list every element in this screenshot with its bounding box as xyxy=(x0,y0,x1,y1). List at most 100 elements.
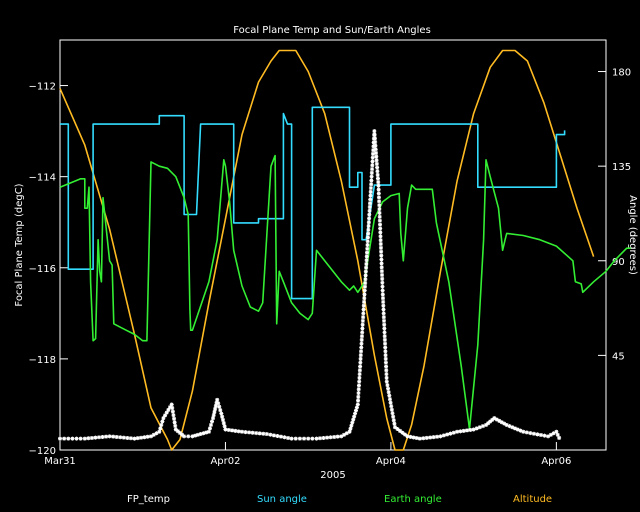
fp-temp-point xyxy=(471,427,476,432)
fp-temp-point xyxy=(400,430,405,435)
fp-temp-point xyxy=(135,436,140,441)
fp-temp-point xyxy=(163,413,168,418)
fp-temp-point xyxy=(74,436,79,441)
fp-temp-point xyxy=(383,345,388,350)
fp-temp-point xyxy=(474,426,479,431)
fp-temp-point xyxy=(458,429,463,434)
fp-temp-point xyxy=(391,418,396,423)
fp-temp-point xyxy=(384,379,389,384)
fp-temp-point xyxy=(364,258,369,263)
fp-temp-point xyxy=(363,273,368,278)
right-tick-label: 45 xyxy=(612,351,625,362)
fp-temp-point xyxy=(206,429,211,434)
fp-temp-point xyxy=(375,176,380,181)
fp-temp-point xyxy=(118,435,123,440)
fp-temp-point xyxy=(78,436,83,441)
fp-temp-point xyxy=(358,353,363,358)
fp-temp-point xyxy=(357,368,362,373)
fp-temp-point xyxy=(171,413,176,418)
fp-temp-point xyxy=(347,429,352,434)
fp-temp-point xyxy=(335,434,340,439)
fp-temp-point xyxy=(379,249,384,254)
fp-temp-point xyxy=(365,239,370,244)
fp-temp-point xyxy=(70,436,75,441)
fp-temp-point xyxy=(486,421,491,426)
fp-temp-point xyxy=(159,422,164,427)
fp-temp-point xyxy=(107,434,112,439)
fp-temp-point xyxy=(405,434,410,439)
fp-temp-point xyxy=(378,222,383,227)
fp-temp-point xyxy=(374,161,379,166)
series-fp-temp xyxy=(58,129,562,441)
fp-temp-point xyxy=(381,315,386,320)
fp-temp-point xyxy=(193,433,198,438)
fp-temp-point xyxy=(376,183,381,188)
fp-temp-point xyxy=(368,189,373,194)
fp-temp-point xyxy=(170,406,175,411)
fp-temp-point xyxy=(195,432,200,437)
fp-temp-point xyxy=(384,364,389,369)
fp-temp-point xyxy=(542,433,547,438)
fp-temp-point xyxy=(175,429,180,434)
fp-temp-point xyxy=(377,199,382,204)
fp-temp-point xyxy=(173,427,178,432)
fp-temp-point xyxy=(380,296,385,301)
fp-temp-point xyxy=(510,425,515,430)
fp-temp-point xyxy=(381,303,386,308)
fp-temp-point xyxy=(370,159,375,164)
x-tick-label: Mar31 xyxy=(44,456,76,467)
fp-temp-point xyxy=(382,318,387,323)
fp-temp-point xyxy=(362,288,367,293)
fp-temp-point xyxy=(364,265,369,270)
left-tick-label: −116 xyxy=(29,264,56,275)
fp-temp-point xyxy=(374,158,379,163)
fp-temp-point xyxy=(154,431,159,436)
fp-temp-point xyxy=(377,203,382,208)
x-tick-label: Apr04 xyxy=(376,456,406,467)
fp-temp-point xyxy=(380,292,385,297)
fp-temp-point xyxy=(358,364,363,369)
fp-temp-point xyxy=(204,430,209,435)
fp-temp-point xyxy=(380,288,385,293)
fp-temp-point xyxy=(170,409,175,414)
fp-temp-point xyxy=(384,372,389,377)
fp-temp-point xyxy=(357,375,362,380)
fp-temp-point xyxy=(382,330,387,335)
fp-temp-point xyxy=(535,432,540,437)
fp-temp-point xyxy=(366,231,371,236)
fp-temp-point xyxy=(240,429,244,434)
left-tick-label: −120 xyxy=(29,446,56,457)
fp-temp-point xyxy=(173,423,178,428)
fp-temp-point xyxy=(211,413,216,418)
fp-temp-point xyxy=(190,434,195,439)
fp-temp-point xyxy=(402,432,407,437)
fp-temp-point xyxy=(378,226,383,231)
x-axis-label: 2005 xyxy=(320,470,345,481)
fp-temp-point xyxy=(310,436,315,441)
fp-temp-point xyxy=(554,429,559,434)
fp-temp-point xyxy=(93,435,98,440)
left-axis-label: Focal Plane Temp (degC) xyxy=(14,183,25,306)
fp-temp-point xyxy=(361,307,366,312)
fp-temp-point xyxy=(82,436,87,441)
fp-temp-point xyxy=(497,418,502,423)
fp-temp-point xyxy=(441,433,446,438)
fp-temp-point xyxy=(220,417,225,422)
fp-temp-point xyxy=(160,419,165,424)
fp-temp-point xyxy=(268,432,273,437)
fp-temp-point xyxy=(325,435,330,440)
fp-temp-point xyxy=(378,238,383,243)
fp-temp-point xyxy=(198,432,203,437)
fp-temp-point xyxy=(121,435,126,440)
fp-temp-point xyxy=(210,419,215,424)
fp-temp-point xyxy=(381,311,386,316)
fp-temp-point xyxy=(261,431,266,436)
fp-temp-point xyxy=(166,407,171,412)
fp-temp-point xyxy=(408,434,413,439)
fp-temp-point xyxy=(208,422,213,427)
fp-temp-point xyxy=(370,151,375,156)
fp-temp-point xyxy=(104,434,109,439)
fp-temp-point xyxy=(365,243,370,247)
series-earth-angle-line xyxy=(59,154,631,430)
